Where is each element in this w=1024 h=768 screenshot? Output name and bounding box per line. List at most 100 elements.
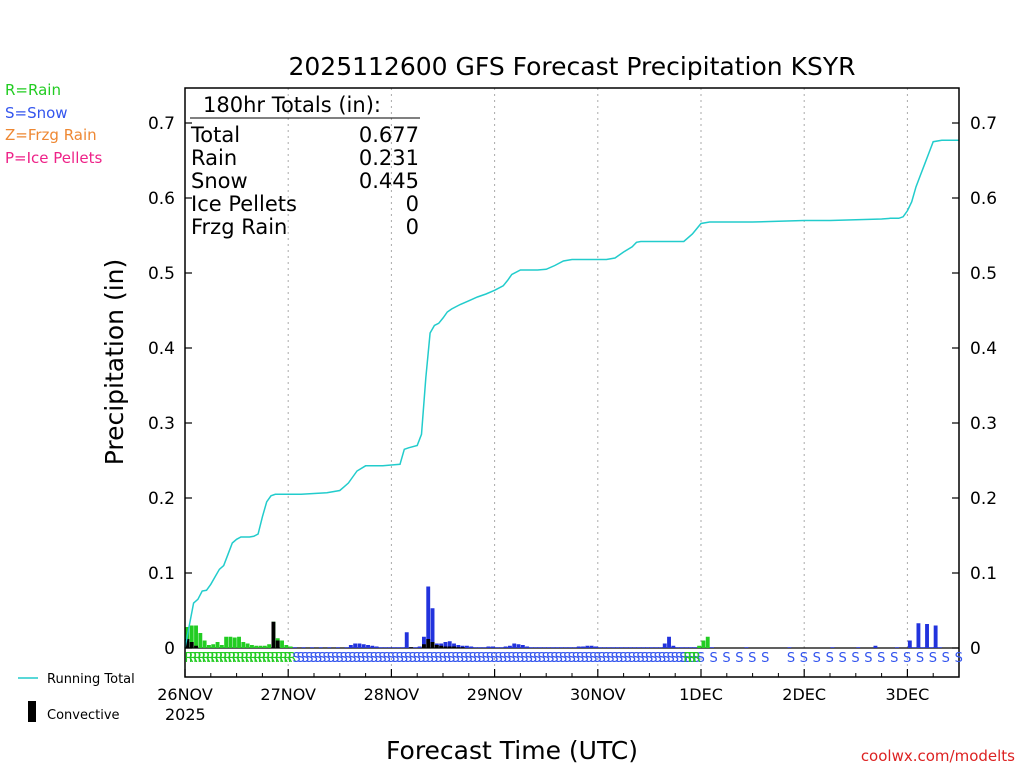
convective-bar <box>460 647 465 648</box>
ptype-mark: R <box>189 651 198 666</box>
snow-bar <box>443 642 448 648</box>
ptype-mark: S <box>606 651 614 666</box>
snow-bar <box>482 647 487 648</box>
ptype-mark: S <box>662 651 670 666</box>
rain-bar <box>211 644 216 648</box>
ptype-mark: R <box>215 651 224 666</box>
ptype-mark: S <box>400 651 408 666</box>
ptype-mark: R <box>219 651 228 666</box>
xtick-label-3DEC: 3DEC <box>886 685 930 704</box>
snow-bar <box>688 647 693 648</box>
convective-bar <box>271 621 276 648</box>
ptype-mark: S <box>628 651 636 666</box>
convective-bar <box>275 640 280 648</box>
snow-bar <box>542 647 547 648</box>
snow-bar <box>353 643 358 648</box>
snow-bar <box>619 647 624 648</box>
y-axis-label: Precipitation (in) <box>100 259 129 466</box>
ptype-mark: S <box>430 651 438 666</box>
line-legend: Running Total Convective <box>18 672 135 723</box>
ytick-label-left-3: 0.3 <box>148 414 175 434</box>
snow-bar <box>508 645 512 648</box>
snow-bar <box>499 647 504 648</box>
legend-ice-pellets: P=Ice Pellets <box>5 149 102 167</box>
ptype-mark: S <box>413 651 421 666</box>
ptype-mark: R <box>262 651 271 666</box>
ptype-mark: S <box>546 651 554 666</box>
ytick-label-left-6: 0.6 <box>148 189 175 209</box>
snow-bar <box>680 647 684 648</box>
ytick-label-left-1: 0.1 <box>148 564 175 584</box>
ptype-mark: S <box>456 651 464 666</box>
ptype-mark: S <box>611 651 619 666</box>
snow-bar <box>637 647 641 648</box>
snow-bar <box>529 647 534 648</box>
snow-bar <box>490 646 495 648</box>
rain-bar <box>258 645 263 648</box>
ptype-mark: S <box>598 651 606 666</box>
ytick-label-left-7: 0.7 <box>148 114 175 134</box>
ptype-mark: S <box>838 651 846 666</box>
ptype-mark: R <box>275 651 284 666</box>
ptype-mark: S <box>460 651 468 666</box>
snow-bar <box>594 646 598 648</box>
ptype-mark: S <box>593 651 601 666</box>
ptype-mark: S <box>335 651 343 666</box>
ytick-label-right-0: 0 <box>970 639 981 659</box>
snow-bar <box>456 645 461 648</box>
ptype-mark: S <box>671 651 679 666</box>
ptype-mark: S <box>645 651 653 666</box>
ptype-mark: S <box>722 651 730 666</box>
ptype-mark: S <box>378 651 386 666</box>
ptype-mark: S <box>623 651 631 666</box>
ptype-mark: S <box>903 651 911 666</box>
ptype-mark: S <box>649 651 657 666</box>
ptype-mark: S <box>370 651 378 666</box>
snow-bar <box>632 647 637 648</box>
ytick-label-right-5: 0.5 <box>970 264 997 284</box>
ptype-mark: R <box>683 651 692 666</box>
rain-bar <box>237 636 241 648</box>
ptype-mark: S <box>688 651 696 666</box>
snow-bar <box>525 646 530 648</box>
ptype-mark: R <box>245 651 254 666</box>
legend-snow: S=Snow <box>5 104 68 122</box>
xtick-label-2DEC: 2DEC <box>782 685 826 704</box>
convective-bar <box>439 645 444 648</box>
ptype-mark: S <box>344 651 352 666</box>
ptype-mark: S <box>387 651 395 666</box>
convective-bar <box>194 645 198 648</box>
snow-bar <box>520 645 525 648</box>
ptype-mark: S <box>679 651 687 666</box>
snow-bar <box>856 647 861 648</box>
snow-bar <box>383 647 388 648</box>
ptype-mark: S <box>525 651 533 666</box>
ptype-mark: R <box>202 651 211 666</box>
convective-bar <box>456 647 461 648</box>
totals-frzg-value: 0 <box>406 215 419 239</box>
totals-box: 180hr Totals (in): Total 0.677 Rain 0.23… <box>190 93 420 239</box>
snow-bar <box>546 647 551 648</box>
rain-bar <box>288 646 293 648</box>
rain-bar <box>189 625 194 648</box>
ptype-mark: S <box>641 651 649 666</box>
ptype-mark: R <box>197 651 206 666</box>
ptype-mark: S <box>404 651 412 666</box>
snow-bar <box>426 586 431 648</box>
convective-bar <box>409 647 413 648</box>
totals-snow-value: 0.445 <box>359 169 419 193</box>
ptype-mark: S <box>391 651 399 666</box>
snow-bar <box>615 647 620 648</box>
snow-bar <box>366 645 370 648</box>
ytick-label-left-4: 0.4 <box>148 339 175 359</box>
snow-bar <box>348 645 353 648</box>
grid-layer <box>185 88 959 677</box>
rain-bar <box>228 636 233 648</box>
ptype-mark: S <box>353 651 361 666</box>
ptype-mark: R <box>193 651 202 666</box>
convective-bar <box>434 645 439 648</box>
xtick-label-1DEC: 1DEC <box>679 685 723 704</box>
ptype-mark: S <box>434 651 442 666</box>
ptype-mark: S <box>443 651 451 666</box>
